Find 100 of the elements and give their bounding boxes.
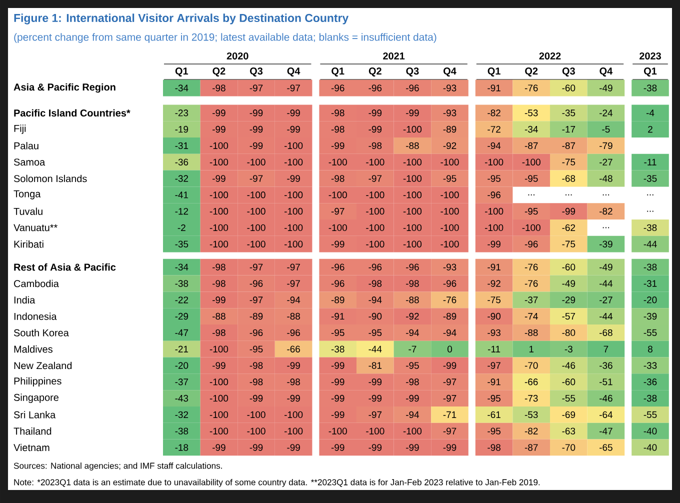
data-label: -100 [210,346,228,352]
data-label: -100 [284,411,303,418]
data-label: -99 [212,296,226,304]
data-label: -97 [443,378,456,386]
data-label: -17 [562,126,576,133]
x-tick-label: Q3 [250,68,263,76]
data-label: -35 [562,110,576,116]
y-tick-label: Solomon Islands [14,174,87,182]
data-label: -87 [524,142,538,150]
text: ... [602,227,610,228]
data-label: -99 [406,444,419,451]
data-label: -93 [443,110,456,116]
data-label: -40 [644,428,657,434]
data-label: -99 [368,110,382,116]
data-label: -98 [250,378,263,386]
data-label: -87 [562,142,576,150]
x-tick-label: Q3 [406,68,419,76]
data-label: -68 [562,175,576,182]
data-label: -88 [524,329,538,336]
data-label: -38 [644,224,657,232]
text: ... [528,194,534,196]
data-label: -39 [644,312,657,320]
data-label: -95 [488,175,501,182]
data-label: -100 [366,192,384,198]
text: ... [647,210,654,212]
x-tick-label: Q4 [444,68,456,76]
data-label: -60 [562,84,576,92]
data-label: -98 [406,280,419,287]
data-label: -64 [600,411,613,418]
data-label: -98 [212,280,226,287]
data-label: -88 [406,296,419,304]
data-label: -98 [287,378,300,386]
data-label: -100 [403,208,422,215]
data-label: -99 [287,126,300,133]
data-label: -81 [368,362,382,369]
data-label: -99 [250,126,263,133]
data-label: -100 [247,208,266,215]
data-label: -88 [212,312,226,320]
data-label: -60 [562,378,576,386]
data-label: -92 [488,280,500,287]
data-label: -95 [524,208,538,215]
data-label: -99 [212,126,226,133]
data-label: -12 [175,208,188,215]
data-label: -98 [331,175,344,182]
data-label: -97 [368,175,382,182]
data-label: -100 [247,240,266,248]
y-tick-label: Vanuatu** [14,224,58,232]
data-label: -21 [175,346,188,352]
y-tick-label: Singapore [14,394,58,403]
data-label: -48 [600,175,612,182]
data-label: -97 [443,428,456,434]
data-label: -99 [368,444,382,451]
data-label: -3 [564,346,572,352]
data-label: -74 [524,313,538,320]
y-tick-label: New Zealand [14,362,72,370]
y-tick-label: Pacific Island Countries* [14,109,130,117]
data-label: -4 [646,110,654,116]
data-label: -29 [175,312,188,320]
data-label: -99 [331,142,344,150]
data-label: -93 [488,329,500,336]
data-label: -55 [644,411,657,418]
data-label: -94 [368,296,382,304]
text: 2020 [226,52,248,60]
data-label: -100 [210,142,228,150]
data-label: -53 [524,110,538,116]
data-label: -99 [287,444,300,451]
data-label: -100 [328,192,347,198]
data-label: -47 [600,428,612,434]
data-label: -33 [644,362,657,369]
data-label: -49 [600,264,612,270]
data-label: -75 [488,296,501,304]
data-label: -95 [488,394,501,402]
data-label: -95 [331,329,344,336]
data-label: -99 [368,126,382,133]
data-label: -100 [366,158,384,166]
chart-subtitle: (percent change from same quarter in 2019; latest available data; blanks = insufficient data) [14,33,436,43]
y-tick-label: Samoa [14,158,46,166]
data-label: -88 [287,312,300,320]
data-label: -40 [644,444,657,451]
data-label: -41 [175,192,188,198]
data-label: -75 [562,158,576,166]
x-tick-label: Q4 [287,68,300,76]
data-label: -44 [600,280,613,287]
data-label: -97 [250,296,263,304]
data-label: -100 [403,192,422,198]
x-tick-label: Q1 [644,68,657,76]
data-label: -37 [524,296,538,304]
data-label: -100 [440,192,459,198]
data-label: -34 [175,84,188,92]
data-label: -100 [440,240,459,248]
data-label: -100 [403,126,422,133]
data-label: -97 [287,280,300,287]
data-label: -99 [406,394,419,402]
data-label: -23 [175,110,188,116]
data-label: -99 [368,394,382,402]
data-label: -100 [247,192,266,198]
y-tick-label: Sri Lanka [14,411,56,418]
data-label: -71 [443,411,456,418]
data-label: -91 [331,312,344,320]
data-label: -47 [175,329,188,336]
